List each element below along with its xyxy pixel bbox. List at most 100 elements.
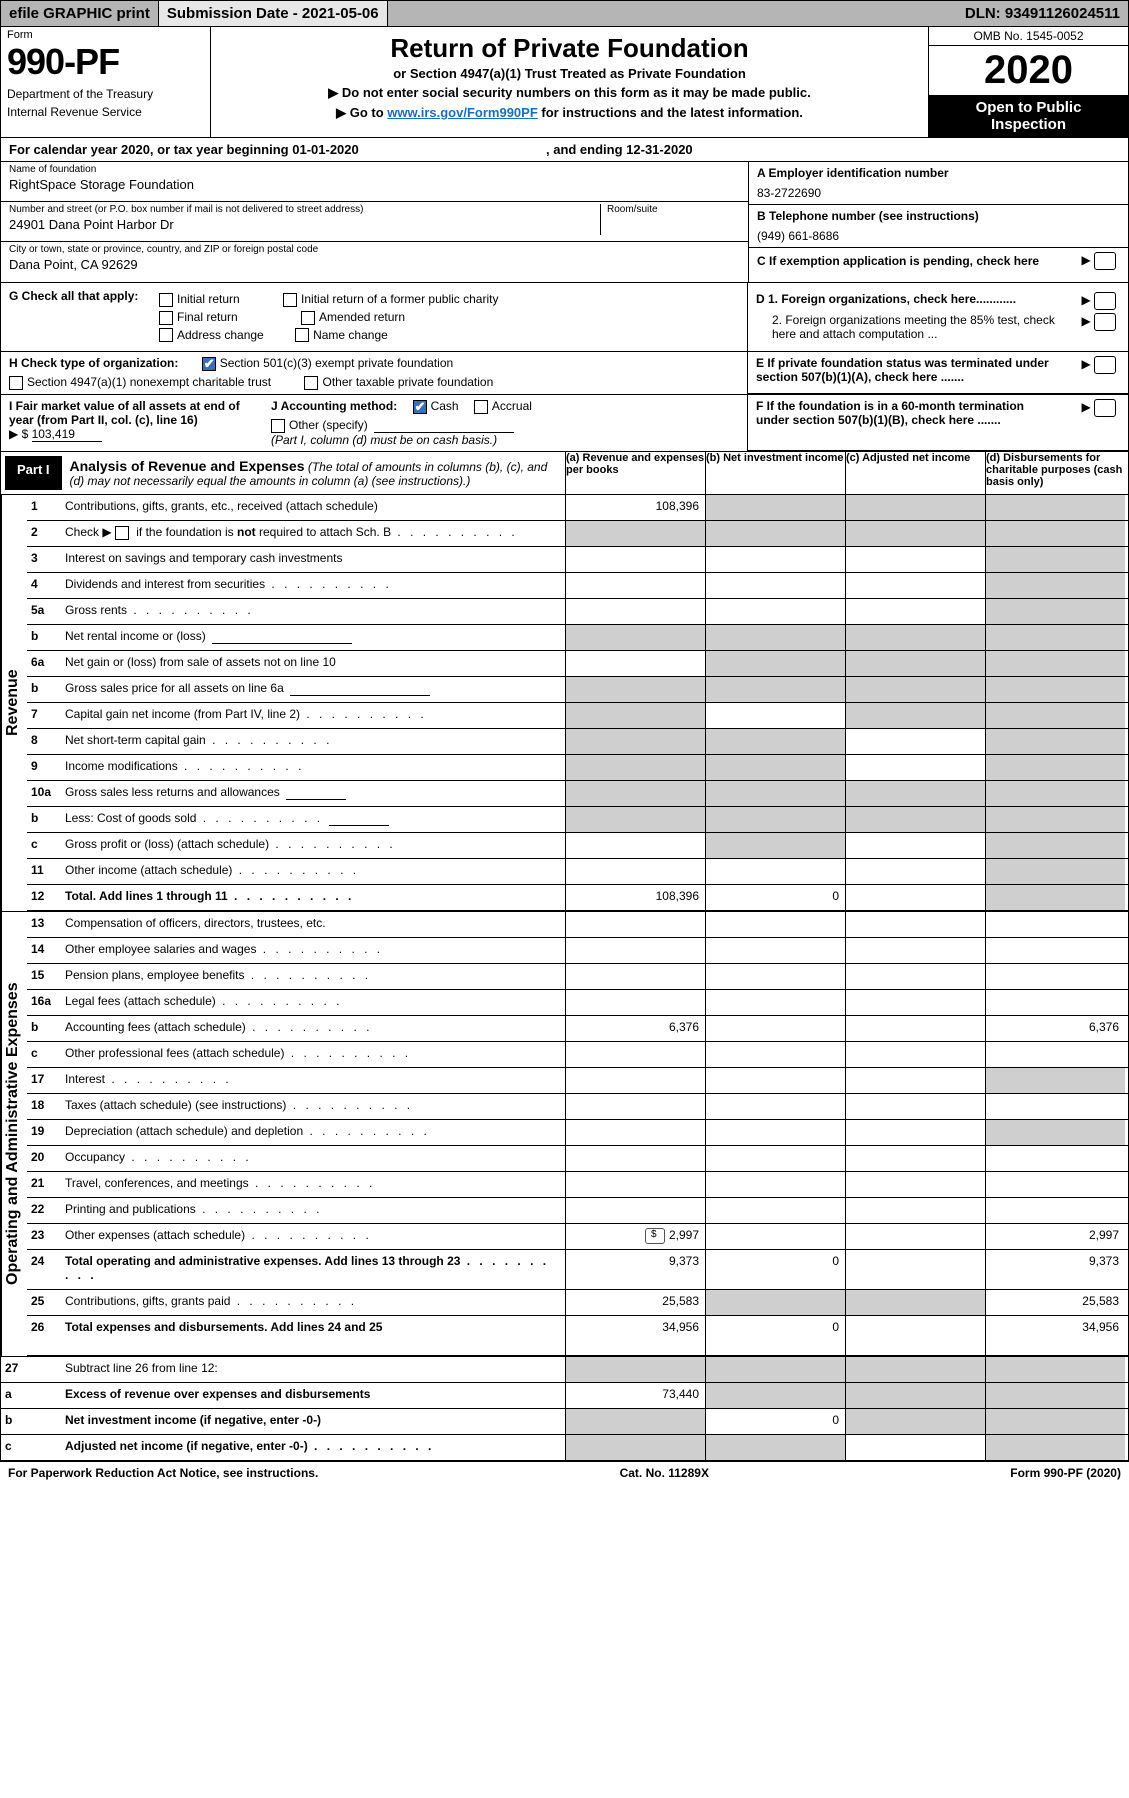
v26a: 34,956 [565,1316,705,1355]
amended-return-checkbox[interactable] [301,311,315,325]
city-label: City or town, state or province, country… [9,244,740,255]
line-16a: 16aLegal fees (attach schedule) [27,990,1128,1016]
line-14: 14Other employee salaries and wages [27,938,1128,964]
v25d: 25,583 [985,1290,1125,1315]
form-identifier: Form 990-PF Department of the Treasury I… [1,27,211,137]
name-change-checkbox[interactable] [295,328,309,342]
line-13: 13Compensation of officers, directors, t… [27,912,1128,938]
foundation-name: RightSpace Storage Foundation [9,177,740,192]
f-label: F If the foundation is in a 60-month ter… [756,399,1056,446]
col-b-header: (b) Net investment income [705,452,845,494]
ssn-warning: ▶ Do not enter social security numbers o… [219,85,920,101]
line-25: 25Contributions, gifts, grants paid25,58… [27,1290,1128,1316]
j-note: (Part I, column (d) must be on cash basi… [271,433,739,447]
efile-print-button[interactable]: efile GRAPHIC print [1,1,159,26]
page-footer: For Paperwork Reduction Act Notice, see … [0,1462,1129,1484]
v27b-b: 0 [705,1409,845,1434]
dln-label: DLN: [965,5,1005,22]
g-o5: Address change [177,328,264,342]
foreign-85-checkbox[interactable] [1094,313,1116,331]
col-a-header: (a) Revenue and expenses per books [565,452,705,494]
accrual-checkbox[interactable] [474,400,488,414]
initial-return-former-checkbox[interactable] [283,293,297,307]
other-taxable-checkbox[interactable] [304,376,318,390]
501c3-checkbox[interactable] [202,357,216,371]
g-checks: G Check all that apply: Initial return I… [1,283,748,351]
status-terminated-checkbox[interactable] [1094,356,1116,374]
form-instructions-link[interactable]: www.irs.gov/Form990PF [387,105,538,120]
h-label: H Check type of organization: [9,356,178,370]
e-label: E If private foundation status was termi… [756,356,1056,389]
exemption-pending-checkbox[interactable] [1094,252,1116,270]
i-j-left: I Fair market value of all assets at end… [1,395,748,451]
calendar-year-row: For calendar year 2020, or tax year begi… [1,138,1128,162]
line-6b: bGross sales price for all assets on lin… [27,677,1128,703]
schb-checkbox[interactable] [115,526,129,540]
dln: DLN: 93491126024511 [957,1,1128,26]
line-11: 11Other income (attach schedule) [27,859,1128,885]
line-10a: 10aGross sales less returns and allowanc… [27,781,1128,807]
h-o1: Section 501(c)(3) exempt private foundat… [220,356,453,370]
c-label: C If exemption application is pending, c… [757,254,1039,268]
street-address: 24901 Dana Point Harbor Dr [9,217,600,232]
name-label: Name of foundation [9,164,740,175]
part1-title-block: Analysis of Revenue and Expenses (The to… [66,452,565,494]
entity-left: Name of foundation RightSpace Storage Fo… [1,162,748,282]
f-right: F If the foundation is in a 60-month ter… [748,395,1128,451]
exemption-pending-row: C If exemption application is pending, c… [749,248,1128,274]
revenue-grid: Revenue 1Contributions, gifts, grants, e… [1,495,1128,911]
final-return-checkbox[interactable] [159,311,173,325]
line-8: 8Net short-term capital gain [27,729,1128,755]
top-bar: efile GRAPHIC print Submission Date - 20… [1,1,1128,27]
line-17: 17Interest [27,1068,1128,1094]
attach-icon[interactable] [645,1228,665,1244]
v1a: 108,396 [565,495,705,520]
v26d: 34,956 [985,1316,1125,1355]
address-change-checkbox[interactable] [159,328,173,342]
phone-label: B Telephone number (see instructions) [757,209,1120,223]
calrow-end: 12-31-2020 [626,142,693,157]
line-26: 26Total expenses and disbursements. Add … [27,1316,1128,1356]
d-checks: D 1. Foreign organizations, check here..… [748,283,1128,351]
fmv-value: 103,419 [32,427,102,442]
foreign-org-checkbox[interactable] [1094,292,1116,310]
g-o2: Initial return of a former public charit… [301,292,498,306]
ein-value: 83-2722690 [757,186,1120,200]
other-method-checkbox[interactable] [271,419,285,433]
line-20: 20Occupancy [27,1146,1128,1172]
line-7: 7Capital gain net income (from Part IV, … [27,703,1128,729]
form-ref: Form 990-PF (2020) [1010,1466,1121,1480]
line-18: 18Taxes (attach schedule) (see instructi… [27,1094,1128,1120]
line-10b: bLess: Cost of goods sold [27,807,1128,833]
4947a1-checkbox[interactable] [9,376,23,390]
phone-value: (949) 661-8686 [757,229,1120,243]
form-page: efile GRAPHIC print Submission Date - 20… [0,0,1129,1462]
year-block: OMB No. 1545-0052 2020 Open to Public In… [928,27,1128,137]
paperwork-notice: For Paperwork Reduction Act Notice, see … [8,1466,318,1480]
title-h2: or Section 4947(a)(1) Trust Treated as P… [219,66,920,81]
v24d: 9,373 [985,1250,1125,1289]
initial-return-checkbox[interactable] [159,293,173,307]
line-21: 21Travel, conferences, and meetings [27,1172,1128,1198]
v26b: 0 [705,1316,845,1355]
expenses-grid: Operating and Administrative Expenses 13… [1,911,1128,1356]
h-row: H Check type of organization: Section 50… [1,352,1128,395]
open-l2: Inspection [929,116,1128,133]
line-4: 4Dividends and interest from securities [27,573,1128,599]
cash-checkbox[interactable] [413,400,427,414]
calrow-begin: 01-01-2020 [292,142,359,157]
omb-number: OMB No. 1545-0052 [929,27,1128,46]
line-22: 22Printing and publications [27,1198,1128,1224]
v23d: 2,997 [985,1224,1125,1249]
calrow-pre: For calendar year 2020, or tax year begi… [9,142,292,157]
line-19: 19Depreciation (attach schedule) and dep… [27,1120,1128,1146]
ein-row: A Employer identification number 83-2722… [749,162,1128,205]
v27a-a: 73,440 [565,1383,705,1408]
addr-label: Number and street (or P.O. box number if… [9,204,600,215]
line-24: 24Total operating and administrative exp… [27,1250,1128,1290]
g-o4: Amended return [319,310,405,324]
h-o2: Section 4947(a)(1) nonexempt charitable … [27,375,271,389]
j-o3: Other (specify) [289,418,368,432]
e-right: E If private foundation status was termi… [748,352,1128,394]
60month-checkbox[interactable] [1094,399,1116,417]
